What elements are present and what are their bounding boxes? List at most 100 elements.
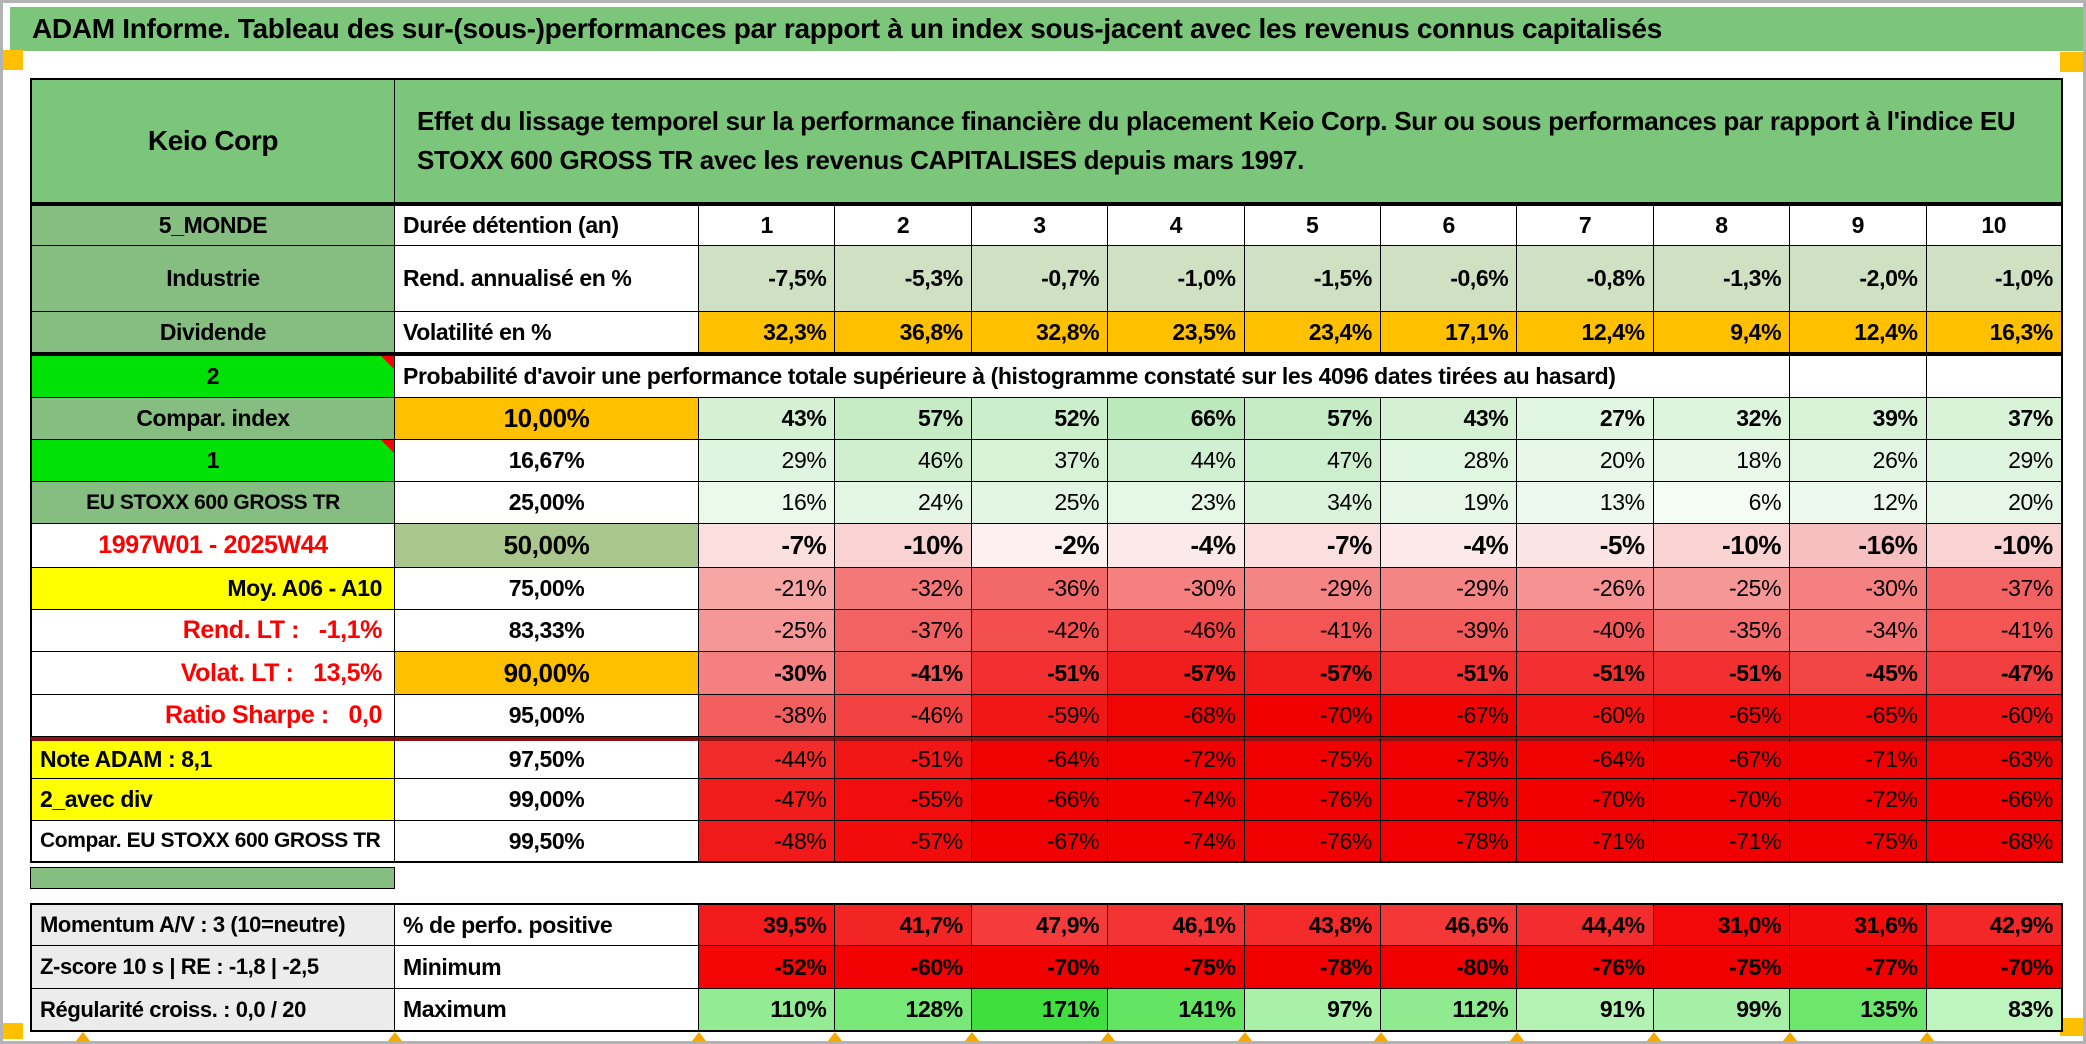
data-cell[interactable]: -30% bbox=[699, 652, 836, 695]
row-metric-p50[interactable]: 50,00% bbox=[395, 524, 699, 568]
data-cell[interactable]: -66% bbox=[971, 779, 1109, 821]
data-cell[interactable]: 47% bbox=[1244, 440, 1381, 482]
data-cell[interactable]: 5 bbox=[1244, 204, 1381, 246]
row-label-p995[interactable]: Compar. EU STOXX 600 GROSS TR bbox=[30, 821, 395, 863]
data-cell[interactable]: -74% bbox=[1108, 821, 1245, 863]
empty-cell[interactable] bbox=[1790, 354, 1927, 398]
data-cell[interactable]: 44% bbox=[1108, 440, 1245, 482]
data-cell[interactable]: -30% bbox=[1108, 568, 1245, 610]
data-cell[interactable]: -51% bbox=[1653, 652, 1791, 695]
data-cell[interactable]: -2,0% bbox=[1790, 246, 1927, 312]
data-cell[interactable]: -7,5% bbox=[699, 246, 836, 312]
data-cell[interactable]: 8 bbox=[1653, 204, 1791, 246]
data-cell[interactable]: -10% bbox=[835, 524, 972, 568]
data-cell[interactable]: 29% bbox=[699, 440, 836, 482]
row-metric-p95[interactable]: 95,00% bbox=[395, 695, 699, 737]
data-cell[interactable]: -41% bbox=[1244, 610, 1381, 652]
row-metric-duree[interactable]: Durée détention (an) bbox=[395, 204, 699, 246]
data-cell[interactable]: -51% bbox=[1380, 652, 1518, 695]
row-label-dividende[interactable]: Dividende bbox=[30, 312, 395, 354]
data-cell[interactable]: -71% bbox=[1653, 821, 1791, 863]
data-cell[interactable]: -25% bbox=[699, 610, 836, 652]
data-cell[interactable]: -0,6% bbox=[1380, 246, 1518, 312]
data-cell[interactable]: -4% bbox=[1108, 524, 1245, 568]
data-cell[interactable]: -32% bbox=[835, 568, 972, 610]
data-cell[interactable]: 47,9% bbox=[971, 903, 1109, 946]
data-cell[interactable]: 27% bbox=[1517, 398, 1654, 440]
data-cell[interactable]: -68% bbox=[1926, 821, 2063, 863]
data-cell[interactable]: 17,1% bbox=[1380, 312, 1518, 354]
data-cell[interactable]: -42% bbox=[971, 610, 1109, 652]
data-cell[interactable]: 135% bbox=[1790, 989, 1927, 1032]
data-cell[interactable]: 23% bbox=[1108, 482, 1245, 524]
data-cell[interactable]: -70% bbox=[1926, 946, 2063, 989]
data-cell[interactable]: 6 bbox=[1380, 204, 1518, 246]
data-cell[interactable]: 43,8% bbox=[1244, 903, 1381, 946]
data-cell[interactable]: -73% bbox=[1380, 737, 1518, 779]
data-cell[interactable]: -26% bbox=[1517, 568, 1654, 610]
data-cell[interactable]: 4 bbox=[1108, 204, 1245, 246]
data-cell[interactable]: 37% bbox=[1926, 398, 2063, 440]
data-cell[interactable]: 57% bbox=[1244, 398, 1381, 440]
data-cell[interactable]: 57% bbox=[835, 398, 972, 440]
data-cell[interactable]: -0,8% bbox=[1517, 246, 1654, 312]
data-cell[interactable]: -35% bbox=[1653, 610, 1791, 652]
data-cell[interactable]: -75% bbox=[1108, 946, 1245, 989]
data-cell[interactable]: -46% bbox=[835, 695, 972, 737]
row-metric-p10[interactable]: 10,00% bbox=[395, 398, 699, 440]
data-cell[interactable]: 12% bbox=[1790, 482, 1927, 524]
data-cell[interactable]: -41% bbox=[835, 652, 972, 695]
data-cell[interactable]: -57% bbox=[1244, 652, 1381, 695]
data-cell[interactable]: 46% bbox=[835, 440, 972, 482]
data-cell[interactable]: 37% bbox=[971, 440, 1109, 482]
row-metric-p83[interactable]: 83,33% bbox=[395, 610, 699, 652]
data-cell[interactable]: 23,4% bbox=[1244, 312, 1381, 354]
data-cell[interactable]: -45% bbox=[1790, 652, 1927, 695]
data-cell[interactable]: 41,7% bbox=[835, 903, 972, 946]
data-cell[interactable]: -37% bbox=[1926, 568, 2063, 610]
data-cell[interactable]: 28% bbox=[1380, 440, 1518, 482]
data-cell[interactable]: -46% bbox=[1108, 610, 1245, 652]
data-cell[interactable]: -67% bbox=[1380, 695, 1518, 737]
data-cell[interactable]: -55% bbox=[835, 779, 972, 821]
data-cell[interactable]: 1 bbox=[699, 204, 836, 246]
data-cell[interactable]: -60% bbox=[835, 946, 972, 989]
data-cell[interactable]: -21% bbox=[699, 568, 836, 610]
data-cell[interactable]: -57% bbox=[835, 821, 972, 863]
data-cell[interactable]: 171% bbox=[971, 989, 1109, 1032]
probability-header-cell[interactable]: Probabilité d'avoir une performance tota… bbox=[395, 354, 1791, 398]
data-cell[interactable]: 32% bbox=[1653, 398, 1791, 440]
data-cell[interactable]: -60% bbox=[1517, 695, 1654, 737]
row-label-p83[interactable]: Rend. LT : -1,1% bbox=[30, 610, 395, 652]
data-cell[interactable]: -76% bbox=[1517, 946, 1654, 989]
row-metric-dividende[interactable]: Volatilité en % bbox=[395, 312, 699, 354]
data-cell[interactable]: -65% bbox=[1653, 695, 1791, 737]
data-cell[interactable]: 20% bbox=[1517, 440, 1654, 482]
data-cell[interactable]: -75% bbox=[1790, 821, 1927, 863]
row-metric-p995[interactable]: 99,50% bbox=[395, 821, 699, 863]
row-label-p10[interactable]: Compar. index bbox=[30, 398, 395, 440]
data-cell[interactable]: -25% bbox=[1653, 568, 1791, 610]
data-cell[interactable]: -48% bbox=[699, 821, 836, 863]
data-cell[interactable]: -78% bbox=[1380, 821, 1518, 863]
data-cell[interactable]: 32,3% bbox=[699, 312, 836, 354]
data-cell[interactable]: 43% bbox=[1380, 398, 1518, 440]
data-cell[interactable]: -80% bbox=[1380, 946, 1518, 989]
data-cell[interactable]: 91% bbox=[1517, 989, 1654, 1032]
data-cell[interactable]: -52% bbox=[699, 946, 836, 989]
data-cell[interactable]: -76% bbox=[1244, 779, 1381, 821]
row-label-duree[interactable]: 5_MONDE bbox=[30, 204, 395, 246]
data-cell[interactable]: 29% bbox=[1926, 440, 2063, 482]
row-label-p975[interactable]: Note ADAM : 8,1 bbox=[30, 737, 395, 779]
data-cell[interactable]: -29% bbox=[1380, 568, 1518, 610]
data-cell[interactable]: -59% bbox=[971, 695, 1109, 737]
data-cell[interactable]: -72% bbox=[1790, 779, 1927, 821]
data-cell[interactable]: 20% bbox=[1926, 482, 2063, 524]
data-cell[interactable]: -67% bbox=[971, 821, 1109, 863]
data-cell[interactable]: 31,0% bbox=[1653, 903, 1791, 946]
data-cell[interactable]: 36,8% bbox=[835, 312, 972, 354]
row-label-p25[interactable]: EU STOXX 600 GROSS TR bbox=[30, 482, 395, 524]
row-metric-zscore[interactable]: Minimum bbox=[395, 946, 699, 989]
data-cell[interactable]: -30% bbox=[1790, 568, 1927, 610]
data-cell[interactable]: -78% bbox=[1380, 779, 1518, 821]
